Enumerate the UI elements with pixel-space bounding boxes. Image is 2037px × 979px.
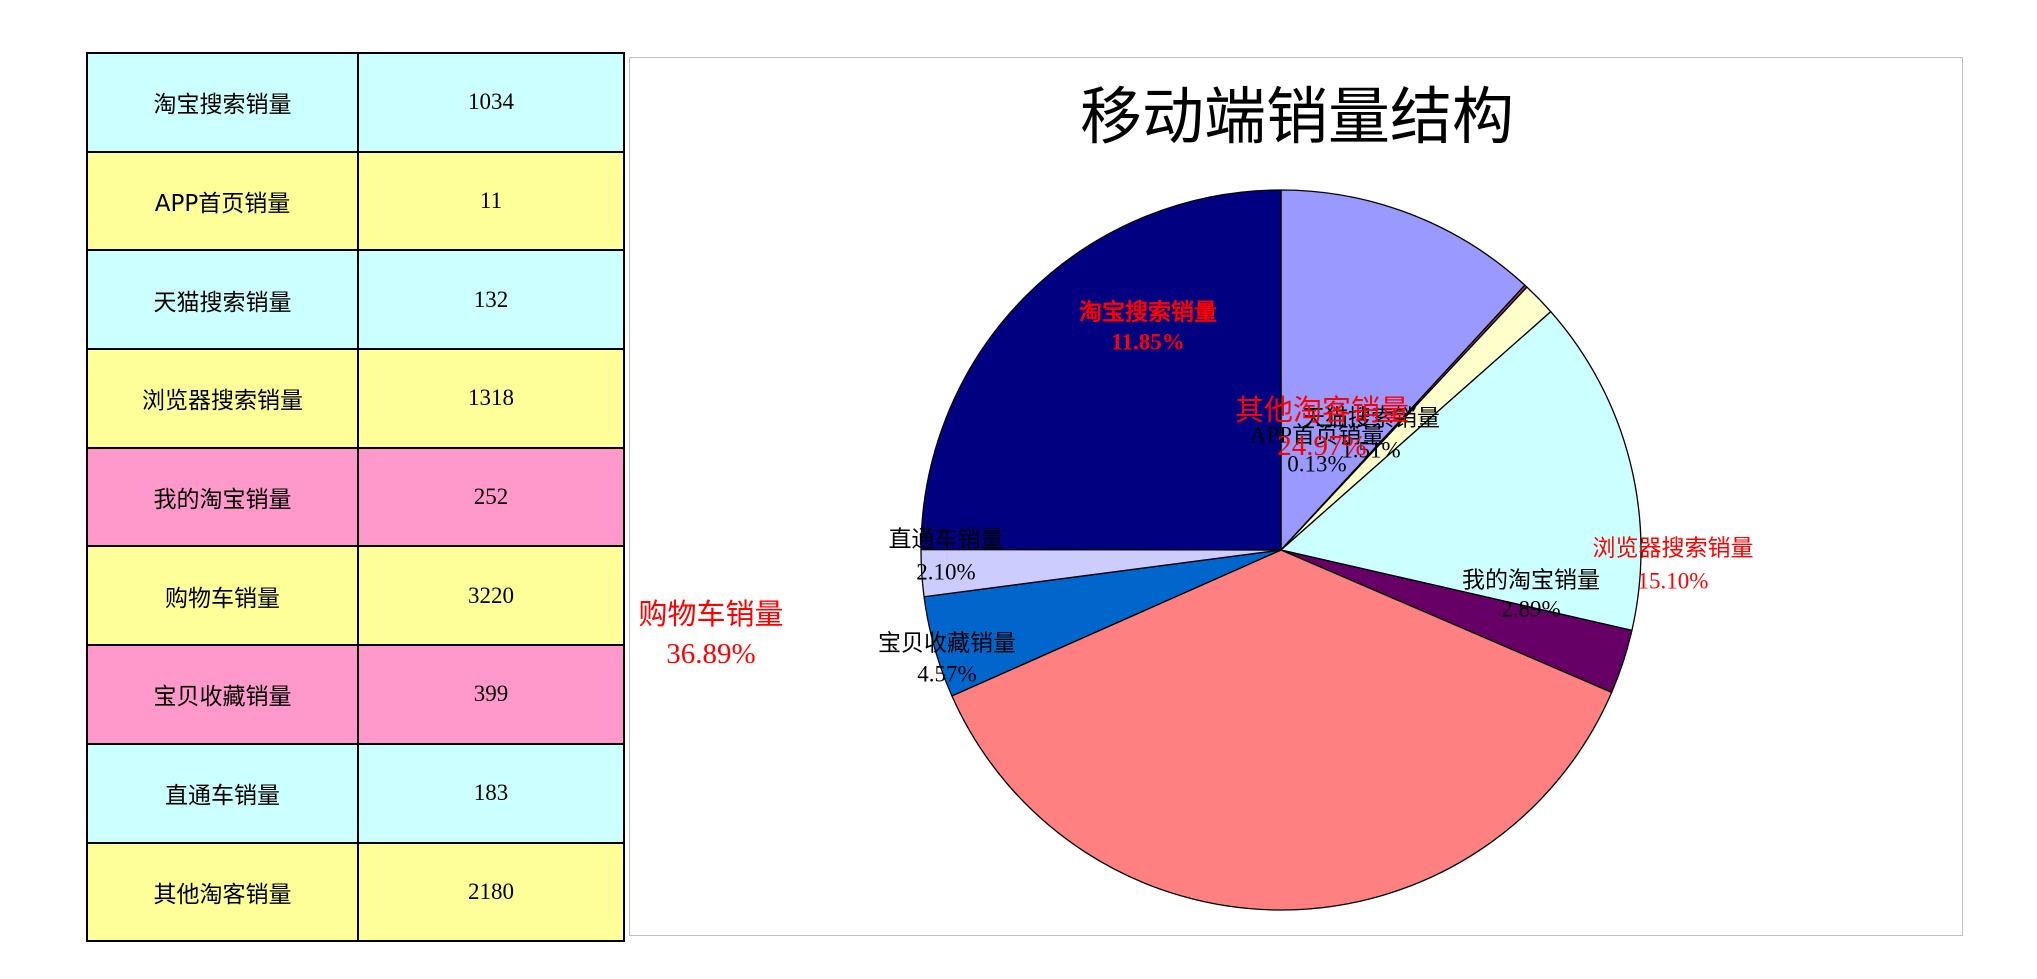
data-label-percent-6: 36.89%	[666, 638, 755, 670]
channel-name-cell[interactable]: 淘宝搜索销量	[86, 52, 359, 153]
data-label-percent-1: 11.85%	[1111, 330, 1184, 355]
data-label-name-8: 直通车销量	[889, 527, 1004, 552]
data-label-name-5: 我的淘宝销量	[1462, 568, 1600, 593]
channel-name-cell[interactable]: 宝贝收藏销量	[86, 644, 359, 745]
data-label-3: 天猫搜索销量 1.51%	[1302, 406, 1440, 463]
pie-slice-4	[1280, 311, 1642, 632]
channel-name-cell[interactable]: APP首页销量	[86, 150, 359, 252]
sales-value-cell[interactable]: 1034	[357, 52, 625, 153]
sales-value-cell[interactable]: 132	[357, 249, 625, 351]
data-label-percent-2: 0.13%	[1287, 452, 1346, 477]
channel-name-cell[interactable]: 购物车销量	[86, 545, 359, 647]
channel-name-cell[interactable]: 其他淘客销量	[86, 841, 359, 943]
data-label-percent-7: 4.57%	[917, 662, 976, 687]
sales-table: 淘宝搜索销量 1034 APP首页销量 11 天猫搜索销量 132 浏览器搜索销…	[86, 52, 625, 943]
channel-name-cell[interactable]: 我的淘宝销量	[86, 446, 359, 548]
data-label-name-9: 其他淘客销量	[1235, 394, 1409, 427]
data-label-name-1: 淘宝搜索销量	[1079, 299, 1217, 325]
data-label-1: 淘宝搜索销量 11.85%	[1079, 299, 1217, 355]
data-label-4: 浏览器搜索销量 15.10%	[1593, 536, 1754, 594]
pie-chart: 移动端销量结构 APP首页销量 0.13% 天猫搜索销量 1.51% 我的淘宝销量 2.8…	[638, 80, 1754, 911]
sales-value-cell[interactable]: 2180	[357, 841, 625, 943]
sales-value-cell[interactable]: 3220	[357, 545, 625, 647]
data-label-name-4: 浏览器搜索销量	[1593, 536, 1754, 561]
data-label-7: 宝贝收藏销量 4.57%	[878, 631, 1016, 687]
table-row: 我的淘宝销量 252	[86, 446, 625, 548]
data-label-8: 直通车销量 2.10%	[889, 527, 1004, 585]
data-label-percent-3: 1.51%	[1341, 438, 1400, 463]
sales-value-cell[interactable]: 1318	[357, 348, 625, 449]
table-row: 直通车销量 183	[86, 742, 625, 844]
table-row: 其他淘客销量 2180	[86, 841, 625, 943]
table-row: 天猫搜索销量 132	[86, 249, 625, 351]
sales-value-cell[interactable]: 183	[357, 742, 625, 844]
data-label-percent-9: 24.97%	[1277, 430, 1366, 462]
chart-title: 移动端销量结构	[1080, 80, 1514, 153]
sales-value-cell[interactable]: 399	[357, 644, 625, 745]
data-label-percent-8: 2.10%	[916, 560, 975, 585]
data-label-2: APP首页销量 0.13%	[1250, 423, 1384, 477]
pie-slices	[920, 189, 1642, 911]
channel-name-cell[interactable]: 天猫搜索销量	[86, 249, 359, 351]
data-label-percent-4: 15.10%	[1638, 569, 1709, 594]
table-row: 宝贝收藏销量 399	[86, 644, 625, 745]
sales-value-cell[interactable]: 11	[357, 150, 625, 252]
pie-slice-9	[920, 189, 1282, 551]
data-label-percent-5: 2.89%	[1501, 597, 1560, 622]
data-label-name-3: 天猫搜索销量	[1302, 406, 1440, 431]
pie-slice-1	[1280, 189, 1526, 551]
table-row: 购物车销量 3220	[86, 545, 625, 647]
data-labels: APP首页销量 0.13% 天猫搜索销量 1.51% 我的淘宝销量 2.89% 宝贝收藏销量…	[638, 299, 1753, 687]
table-row: 淘宝搜索销量 1034	[86, 52, 625, 153]
chart-area[interactable]: 移动端销量结构 APP首页销量 0.13% 天猫搜索销量 1.51% 我的淘宝销量 2.8…	[629, 57, 1963, 936]
data-label-name-7: 宝贝收藏销量	[878, 631, 1016, 656]
data-label-5: 我的淘宝销量 2.89%	[1462, 568, 1600, 622]
channel-name-cell[interactable]: 浏览器搜索销量	[86, 348, 359, 449]
table-row: 浏览器搜索销量 1318	[86, 348, 625, 449]
sales-value-cell[interactable]: 252	[357, 446, 625, 548]
data-label-name-2: APP首页销量	[1250, 423, 1384, 448]
data-label-6: 购物车销量 36.89%	[638, 598, 783, 670]
pie-slice-6	[951, 549, 1613, 911]
channel-name-cell[interactable]: 直通车销量	[86, 742, 359, 844]
data-label-name-6: 购物车销量	[638, 598, 783, 631]
table-row: APP首页销量 11	[86, 150, 625, 252]
